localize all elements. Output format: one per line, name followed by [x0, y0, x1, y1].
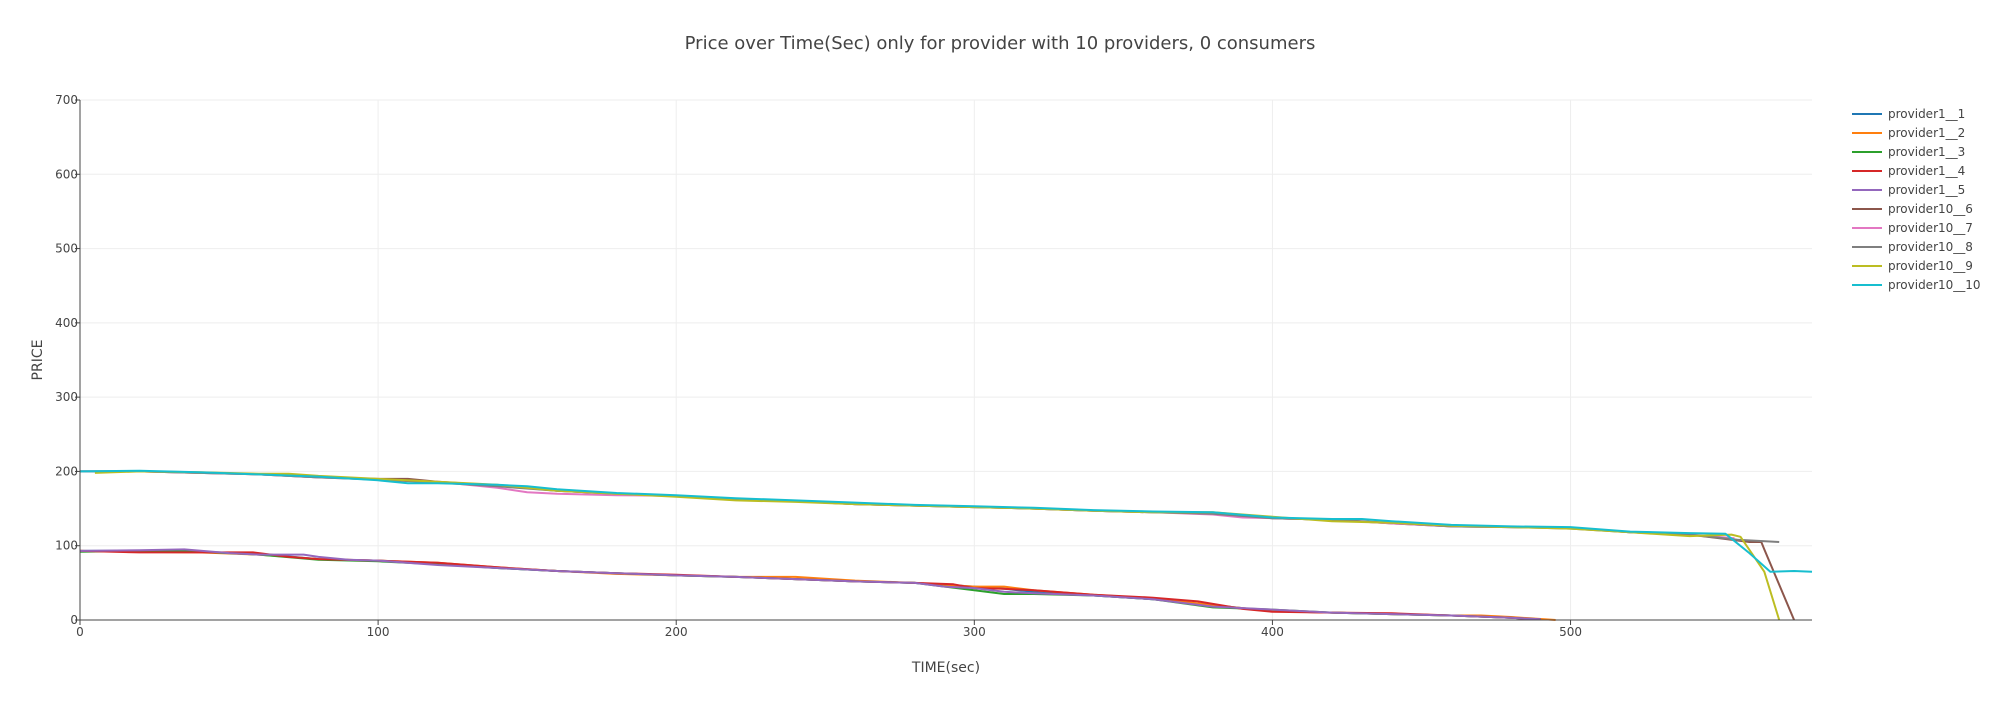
- legend-item-provider10__9[interactable]: provider10__9: [1852, 259, 1973, 273]
- legend-item-provider1__2[interactable]: provider1__2: [1852, 126, 1965, 140]
- legend-label: provider1__3: [1888, 145, 1965, 159]
- series-line-provider1__5[interactable]: [79, 548, 1541, 621]
- y-tick-label: 0: [70, 613, 78, 627]
- series-line-provider10__10[interactable]: [79, 469, 1813, 573]
- x-axis-title: TIME(sec): [911, 660, 980, 676]
- x-tick-label: 100: [367, 625, 390, 639]
- y-tick-label: 200: [55, 464, 78, 478]
- y-tick-label: 600: [55, 167, 78, 181]
- y-tick-label: 500: [55, 242, 78, 256]
- series-line-provider1__4[interactable]: [79, 549, 1541, 621]
- legend-label: provider10__10: [1888, 278, 1981, 292]
- y-tick-label: 300: [55, 390, 78, 404]
- y-tick-label: 100: [55, 539, 78, 553]
- legend-label: provider10__9: [1888, 259, 1973, 273]
- legend-item-provider10__7[interactable]: provider10__7: [1852, 221, 1973, 235]
- legend-item-provider1__3[interactable]: provider1__3: [1852, 145, 1965, 159]
- legend-label: provider10__8: [1888, 240, 1973, 254]
- legend-item-provider1__5[interactable]: provider1__5: [1852, 183, 1965, 197]
- series-line-provider1__3[interactable]: [79, 549, 1541, 621]
- legend-label: provider1__4: [1888, 164, 1965, 178]
- y-tick-label: 400: [55, 316, 78, 330]
- legend[interactable]: provider1__1 provider1__2 provider1__3prov…: [1852, 107, 1981, 292]
- y-tick-label: 700: [55, 93, 78, 107]
- grid-layer: [80, 99, 1812, 620]
- x-tick-label: 0: [76, 625, 84, 639]
- series-layer: [79, 469, 1813, 621]
- series-line-provider1__1[interactable]: [80, 549, 1541, 621]
- y-axis-title: PRICE: [30, 340, 46, 381]
- legend-item-provider10__8[interactable]: provider10__8: [1852, 240, 1973, 254]
- axis-layer: [79, 100, 1812, 621]
- x-tick-label: 400: [1261, 625, 1284, 639]
- x-tick-label: 200: [665, 625, 688, 639]
- legend-item-provider10__10[interactable]: provider10__10: [1852, 278, 1981, 292]
- x-tick-label: 500: [1559, 625, 1582, 639]
- x-tick-label: 300: [963, 625, 986, 639]
- legend-item-provider1__1[interactable]: provider1__1: [1852, 107, 1965, 121]
- legend-label: provider1__5: [1888, 183, 1965, 197]
- legend-label: provider1__1: [1888, 107, 1965, 121]
- legend-item-provider1__4[interactable]: provider1__4: [1852, 164, 1965, 178]
- chart-title: Price over Time(Sec) only for provider w…: [685, 33, 1316, 54]
- tick-layer: 0 100 200 300 400 500 600 700 0 100 200 300 400 500: [55, 93, 1582, 639]
- legend-label: provider10__7: [1888, 221, 1973, 235]
- legend-label: provider10__6: [1888, 202, 1973, 216]
- series-line-provider1__2[interactable]: [79, 549, 1556, 621]
- legend-item-provider10__6[interactable]: provider10__6: [1852, 202, 1973, 216]
- legend-label: provider1__2: [1888, 126, 1965, 140]
